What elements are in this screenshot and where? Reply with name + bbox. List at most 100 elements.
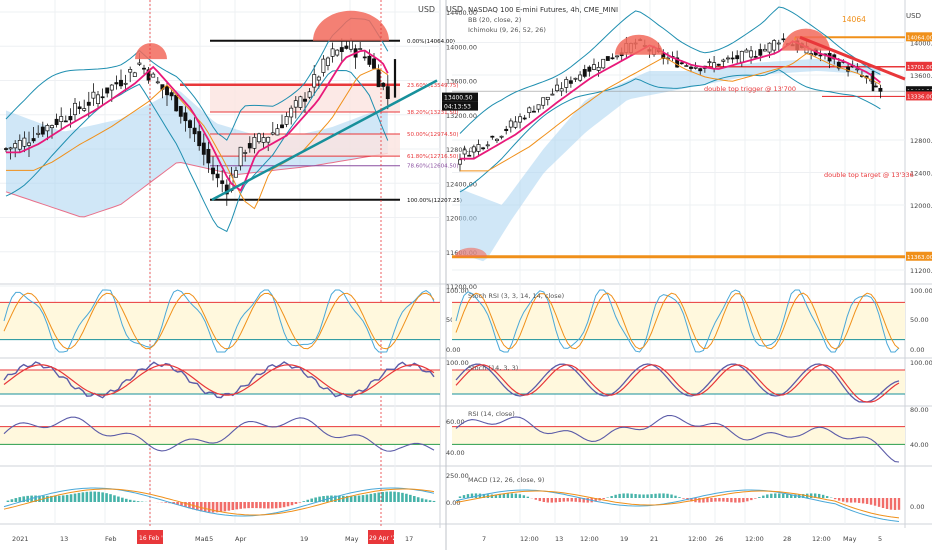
right-rsi-tick: 80.00 bbox=[910, 406, 929, 414]
candle-body bbox=[339, 47, 344, 52]
candle-body bbox=[192, 127, 197, 135]
macd-hist-left bbox=[124, 498, 128, 502]
stochrsi-k-left bbox=[3, 289, 435, 353]
right-time-label: 19 bbox=[620, 535, 628, 543]
candle-body bbox=[73, 102, 77, 116]
candle-body bbox=[316, 76, 321, 81]
macd-line-right bbox=[455, 489, 900, 522]
osc-band bbox=[0, 302, 440, 340]
candle-body-right bbox=[578, 74, 583, 81]
macd-hist-right bbox=[586, 498, 589, 503]
right-time-label: 7 bbox=[482, 535, 486, 543]
macd-hist-left bbox=[405, 493, 408, 502]
macd-hist-right bbox=[845, 498, 849, 503]
macd-hist-right bbox=[702, 498, 705, 503]
candle-body bbox=[151, 73, 156, 78]
right-price-tick: 14000.00 bbox=[910, 40, 932, 48]
macd-hist-left bbox=[278, 502, 282, 508]
macd-hist-left bbox=[89, 491, 93, 502]
macd-hist-right bbox=[534, 498, 538, 500]
right-time-label: 28 bbox=[783, 535, 791, 543]
candle-body-right bbox=[499, 135, 504, 138]
macd-hist-right bbox=[730, 498, 733, 503]
macd-hist-left bbox=[132, 500, 136, 502]
stoch-d-left bbox=[3, 364, 435, 396]
candle-body-right bbox=[753, 56, 758, 58]
macd-hist-left bbox=[274, 502, 278, 509]
macd-hist-left bbox=[10, 499, 14, 502]
fib-label: 61.80%(12716.50) bbox=[407, 154, 459, 160]
candle-body-right bbox=[818, 54, 823, 57]
candle-body bbox=[215, 173, 220, 179]
macd-hist-left bbox=[298, 502, 302, 503]
ichimoku-kijun-right bbox=[460, 53, 881, 172]
macd-hist-left bbox=[18, 497, 22, 502]
right-macd-label: MACD (12, 26, close, 9) bbox=[468, 476, 544, 484]
macd-hist-left bbox=[231, 502, 235, 511]
candle-body-right bbox=[587, 66, 592, 72]
macd-hist-right bbox=[841, 498, 845, 502]
macd-hist-left bbox=[259, 502, 262, 509]
candle-body bbox=[183, 112, 188, 122]
macd-hist-right bbox=[865, 498, 869, 504]
candle-body bbox=[266, 136, 271, 143]
candle-body-right bbox=[518, 116, 523, 123]
right-legend-bb: BB (20, close, 2) bbox=[468, 16, 521, 24]
right-price-tag-bg bbox=[906, 251, 932, 261]
candle-body-right bbox=[605, 56, 610, 61]
left-time-label: Apr bbox=[235, 535, 247, 543]
macd-hist-right bbox=[522, 495, 526, 498]
macd-hist-left bbox=[267, 502, 270, 509]
candle-body-right bbox=[458, 159, 462, 165]
candle-body bbox=[326, 57, 330, 66]
dome-feb bbox=[135, 43, 167, 60]
candle-body-right bbox=[564, 79, 569, 88]
right-time-label: 12:00 bbox=[520, 535, 539, 543]
candle-body bbox=[40, 126, 45, 135]
candle-body-right bbox=[536, 104, 541, 110]
ichimoku-cloud-right bbox=[460, 58, 881, 262]
right-stochrsi-tick: 0.00 bbox=[910, 346, 924, 354]
macd-hist-right bbox=[885, 498, 889, 509]
macd-hist-right bbox=[738, 498, 741, 503]
candle-body bbox=[307, 91, 312, 98]
macd-hist-left bbox=[397, 492, 400, 502]
candle-body-right bbox=[772, 40, 777, 51]
candle-body-right bbox=[873, 85, 878, 88]
candle-body bbox=[211, 167, 215, 175]
candle-body bbox=[105, 87, 110, 94]
macd-hist-right bbox=[774, 493, 777, 498]
macd-hist-left bbox=[361, 495, 365, 502]
macd-hist-right bbox=[594, 498, 597, 502]
candle-body-right bbox=[739, 50, 744, 63]
right-stochrsi-tick: 50.00 bbox=[910, 316, 929, 324]
stochrsi-d-right bbox=[455, 292, 900, 350]
candle-body bbox=[335, 49, 340, 56]
macd-hist-left bbox=[314, 497, 317, 502]
candle-body bbox=[17, 140, 22, 150]
candle-body-right bbox=[596, 66, 601, 71]
macd-hist-left bbox=[65, 494, 69, 502]
macd-hist-right bbox=[674, 495, 677, 498]
candle-body bbox=[119, 79, 123, 87]
macd-hist-left bbox=[255, 502, 258, 509]
candle-body bbox=[142, 67, 146, 70]
macd-hist-left bbox=[50, 495, 53, 502]
candle-body-right bbox=[707, 61, 712, 64]
candle-body-right bbox=[550, 93, 555, 96]
macd-hist-right bbox=[881, 498, 885, 508]
macd-hist-left bbox=[247, 502, 250, 509]
macd-hist-left bbox=[69, 494, 73, 502]
candle-body bbox=[381, 82, 386, 87]
date-tag-feb16: 16 Feb '21 bbox=[139, 535, 171, 542]
candle-body bbox=[293, 100, 298, 108]
stochrsi-k-right bbox=[455, 289, 900, 353]
candle-body bbox=[257, 133, 261, 143]
candle-body-right bbox=[712, 62, 717, 69]
macd-hist-right bbox=[518, 494, 522, 498]
macd-hist-right bbox=[726, 498, 729, 502]
right-usd-label-top: USD bbox=[446, 5, 463, 14]
candle-body-right bbox=[481, 147, 486, 150]
macd-hist-left bbox=[409, 494, 412, 502]
macd-hist-left bbox=[97, 491, 100, 502]
